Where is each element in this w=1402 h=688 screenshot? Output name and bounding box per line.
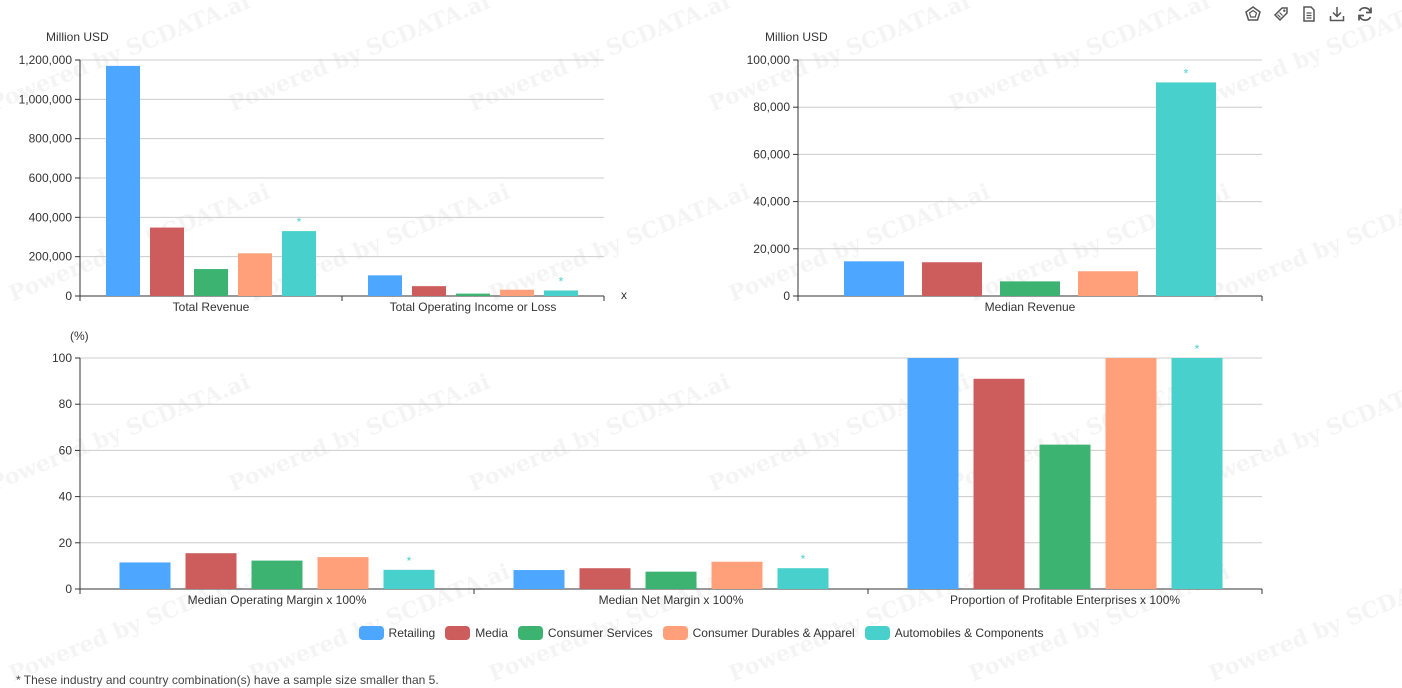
legend-label: Consumer Durables & Apparel [692,626,855,640]
download-icon[interactable] [1328,5,1346,23]
refresh-icon[interactable] [1356,5,1374,23]
y-tick-label: 200,000 [29,250,73,264]
bar[interactable] [282,231,316,296]
chart-type-icon[interactable] [1244,5,1262,23]
y-tick-label: 100 [52,351,72,365]
bar-annotation: * [801,552,806,566]
y-tick-label: 60,000 [753,147,790,161]
bar[interactable] [1078,271,1138,296]
bar[interactable] [1000,281,1060,296]
bar[interactable] [500,289,534,296]
chart-3: (%) 0 20 40 60 80 100 Median Operating Margin x… [52,329,1263,607]
legend-item[interactable]: Consumer Durables & Apparel [662,626,855,640]
legend: Retailing Media Consumer Services Consumer … [0,626,1402,640]
bar[interactable] [544,290,578,296]
x-axis-label: x [621,288,627,302]
bar-annotation: * [1195,342,1200,356]
bar-annotation: * [559,274,564,288]
bar-annotation: * [407,554,412,568]
bar[interactable] [1105,358,1157,589]
bar[interactable] [194,269,228,296]
y-axis-label: (%) [70,329,89,343]
y-tick-label: 80,000 [753,100,790,114]
bar[interactable] [106,65,140,297]
y-tick-label: 0 [65,289,72,303]
y-tick-label: 1,200,000 [19,53,73,67]
bar[interactable] [150,227,184,296]
bar[interactable] [238,253,272,296]
legend-label: Retailing [388,626,436,640]
legend-item[interactable]: Consumer Services [517,626,653,640]
bar[interactable] [711,561,763,589]
bar[interactable] [907,358,959,589]
chart-2: Million USD 0 20,000 40,000 60,000 80,000 100,… [747,30,1263,314]
y-tick-label: 0 [65,582,72,596]
y-axis-label: Million USD [46,30,109,44]
y-tick-label: 60 [59,443,73,457]
y-tick-label: 0 [783,289,790,303]
bar[interactable] [973,378,1025,589]
legend-item[interactable]: Media [445,626,508,640]
y-tick-label: 100,000 [747,53,791,67]
bar[interactable] [317,557,369,589]
legend-swatch [864,626,890,640]
bar[interactable] [1171,358,1223,589]
bar[interactable] [922,262,982,296]
y-tick-label: 20,000 [753,242,790,256]
bar[interactable] [1156,82,1216,296]
legend-item[interactable]: Retailing [358,626,436,640]
bar-annotation: * [1184,66,1189,80]
legend-swatch [517,626,543,640]
x-category-label: Total Operating Income or Loss [390,300,557,314]
legend-label: Consumer Services [547,626,653,640]
x-category-label: Total Revenue [173,300,250,314]
bar[interactable] [412,286,446,296]
x-category-label: Median Revenue [985,300,1076,314]
bar[interactable] [513,570,565,589]
bar[interactable] [368,275,402,296]
x-category-label: Median Net Margin x 100% [599,593,744,607]
bar[interactable] [645,571,697,589]
bar[interactable] [777,568,829,589]
bar[interactable] [383,569,435,589]
footnote: * These industry and country combination… [16,673,439,687]
legend-swatch [445,626,471,640]
bar[interactable] [456,293,490,296]
bar-annotation: * [297,215,302,229]
y-tick-label: 40 [59,490,73,504]
x-category-label: Proportion of Profitable Enterprises x 1… [950,593,1180,607]
y-tick-label: 600,000 [29,171,73,185]
chart-toolbar [1244,5,1374,23]
legend-label: Automobiles & Components [894,626,1044,640]
data-view-icon[interactable] [1300,5,1318,23]
bar[interactable] [251,560,303,589]
legend-label: Media [475,626,508,640]
legend-swatch [662,626,688,640]
y-tick-label: 800,000 [29,132,73,146]
bar[interactable] [185,553,237,589]
y-tick-label: 80 [59,397,73,411]
y-tick-label: 20 [59,536,73,550]
y-tick-label: 40,000 [753,195,790,209]
y-axis-label: Million USD [765,30,828,44]
x-category-label: Median Operating Margin x 100% [188,593,367,607]
y-tick-label: 400,000 [29,210,73,224]
legend-item[interactable]: Automobiles & Components [864,626,1044,640]
bar[interactable] [1039,444,1091,589]
chart-1: Million USD 0 200,000 400,000 600,000 800,000… [19,30,627,314]
bar[interactable] [579,568,631,589]
y-tick-label: 1,000,000 [19,92,73,106]
bar[interactable] [844,261,904,296]
tag-icon[interactable] [1272,5,1290,23]
legend-swatch [358,626,384,640]
bar[interactable] [119,562,171,589]
